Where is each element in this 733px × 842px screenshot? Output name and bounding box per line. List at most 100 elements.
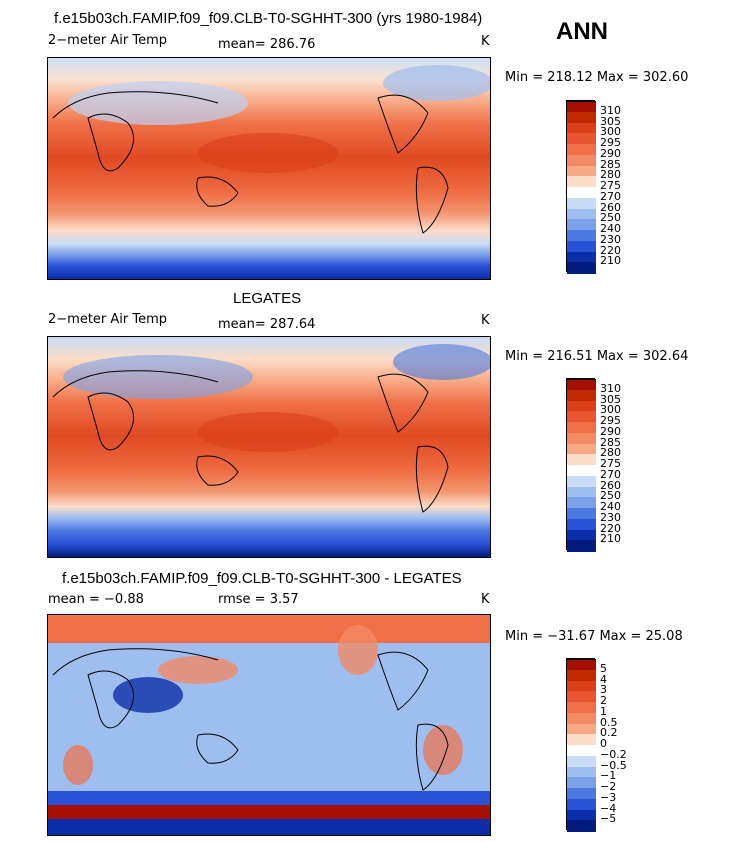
colorbar-level-label: 4 [600, 672, 607, 686]
colorbar-swatch [567, 165, 596, 177]
colorbar-swatch [567, 251, 596, 263]
colorbar-level-label: 240 [600, 222, 621, 235]
colorbar-swatch [567, 111, 596, 123]
colorbar-swatch [567, 755, 596, 767]
colorbar-swatch [567, 518, 596, 530]
colorbar-level-label: 0 [600, 737, 607, 750]
colorbar-level-label: 230 [600, 232, 621, 246]
colorbar-swatch [567, 379, 596, 392]
colorbar-swatch [567, 745, 596, 757]
colorbar-level-label: −2 [600, 780, 617, 793]
colorbar-level-label: 260 [600, 200, 621, 214]
colorbar-swatch [567, 723, 596, 735]
colorbar-swatch [567, 208, 596, 220]
colorbar-swatch [567, 122, 596, 134]
colorbar-swatch [567, 497, 596, 509]
colorbar-swatch [567, 475, 596, 487]
panel-1-variable-label: 2−meter Air Temp [48, 33, 168, 48]
colorbar-level-label: 0.2 [600, 726, 618, 740]
colorbar-level-label: 290 [600, 424, 621, 438]
colorbar-swatch [567, 432, 596, 444]
colorbar-swatch [567, 219, 596, 231]
panel-1-mean-label: mean= 286.76 [218, 37, 316, 52]
colorbar-level-label: −4 [600, 801, 617, 815]
panel-3-difference-field [48, 615, 490, 835]
colorbar-swatch [567, 809, 596, 821]
panel-3-title: f.e15b03ch.FAMIP.f09_f09.CLB-T0-SGHHT-30… [62, 570, 462, 587]
panel-3-mean-label: mean = −0.88 [48, 592, 144, 607]
colorbar-level-label: 300 [600, 125, 621, 139]
panel-2-variable-label: 2−meter Air Temp [48, 312, 168, 327]
colorbar-level-label: 2 [600, 694, 607, 707]
colorbar-swatch [567, 680, 596, 692]
colorbar-level-label: 280 [600, 446, 621, 460]
colorbar-swatch [567, 788, 596, 800]
colorbar-swatch [567, 529, 596, 541]
colorbar-swatch [567, 712, 596, 724]
colorbar-swatch [567, 144, 596, 156]
colorbar-swatch [567, 154, 596, 166]
panel-1-title: f.e15b03ch.FAMIP.f09_f09.CLB-T0-SGHHT-30… [54, 10, 483, 27]
colorbar-level-label: 285 [600, 435, 621, 449]
colorbar-swatch [567, 734, 596, 746]
panel-2-minmax: Min = 216.51 Max = 302.64 [505, 349, 689, 364]
colorbar-level-label: 285 [600, 157, 621, 171]
colorbar-swatch [567, 798, 596, 810]
panel-1-temperature-field [48, 58, 490, 279]
colorbar-swatch [567, 187, 596, 199]
colorbar-level-label: −0.2 [600, 747, 627, 761]
colorbar-swatch [567, 400, 596, 412]
colorbar-swatch [567, 508, 596, 520]
colorbar-level-label: 220 [600, 521, 621, 535]
panel-3-colorbar [566, 658, 596, 832]
colorbar-swatch [567, 486, 596, 498]
colorbar-level-label: 310 [600, 381, 621, 395]
colorbar-level-label: 270 [600, 467, 621, 481]
colorbar-swatch [567, 262, 596, 274]
panel-2-mean-label: mean= 287.64 [218, 317, 316, 332]
colorbar-swatch [567, 443, 596, 455]
colorbar-level-label: 250 [600, 489, 621, 503]
colorbar-level-label: 300 [600, 403, 621, 417]
panel-1-colorbar [566, 100, 596, 274]
colorbar-swatch [567, 240, 596, 252]
colorbar-level-label: 0.5 [600, 715, 618, 729]
panel-3-unit: K [481, 592, 490, 607]
panel-3-minmax: Min = −31.67 Max = 25.08 [505, 629, 683, 644]
panel-3-rmse-label: rmse = 3.57 [218, 592, 299, 607]
panel-2-title: LEGATES [233, 290, 302, 307]
colorbar-level-label: −3 [600, 790, 617, 804]
colorbar-level-label: 305 [600, 392, 621, 406]
colorbar-level-label: 3 [600, 683, 607, 697]
colorbar-swatch [567, 422, 596, 434]
colorbar-swatch [567, 454, 596, 466]
colorbar-level-label: 275 [600, 457, 621, 470]
colorbar-swatch [567, 389, 596, 401]
season-label: ANN [556, 18, 608, 45]
panel-1-map [47, 57, 491, 280]
colorbar-level-label: 220 [600, 243, 621, 257]
colorbar-level-label: 210 [600, 254, 621, 268]
colorbar-swatch [567, 820, 596, 832]
panel-2-map [47, 336, 491, 558]
colorbar-level-label: −1 [600, 769, 617, 783]
colorbar-swatch [567, 197, 596, 209]
colorbar-level-label: −5 [600, 812, 617, 826]
panel-1-unit: K [481, 34, 490, 49]
colorbar-level-label: 275 [600, 179, 621, 192]
colorbar-swatch [567, 465, 596, 477]
colorbar-level-label: −0.5 [600, 758, 627, 772]
colorbar-level-label: 310 [600, 103, 621, 117]
colorbar-swatch [567, 176, 596, 188]
colorbar-swatch [567, 230, 596, 242]
panel-2-colorbar [566, 378, 596, 552]
colorbar-swatch [567, 691, 596, 703]
colorbar-level-label: 270 [600, 189, 621, 203]
colorbar-swatch [567, 411, 596, 423]
colorbar-level-label: 280 [600, 168, 621, 182]
colorbar-swatch [567, 540, 596, 552]
colorbar-swatch [567, 766, 596, 778]
colorbar-swatch [567, 133, 596, 145]
colorbar-level-label: 1 [600, 704, 607, 718]
colorbar-level-label: 295 [600, 414, 621, 427]
